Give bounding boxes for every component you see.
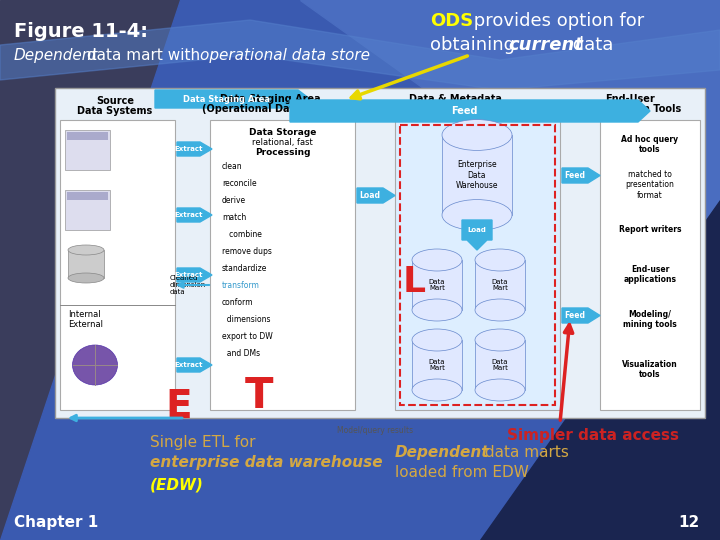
Polygon shape — [357, 188, 395, 203]
Text: Data Staging Area: Data Staging Area — [220, 94, 320, 104]
Text: operational data store: operational data store — [200, 48, 370, 63]
Bar — [55, 88, 705, 418]
Polygon shape — [177, 142, 212, 156]
Text: export to DW: export to DW — [222, 332, 273, 341]
Text: match: match — [222, 213, 246, 222]
Text: remove dups: remove dups — [222, 247, 272, 256]
Text: conform: conform — [222, 298, 253, 307]
Polygon shape — [462, 220, 492, 250]
Ellipse shape — [442, 119, 512, 151]
Text: matched to
presentation
format: matched to presentation format — [626, 170, 675, 200]
Text: Feed: Feed — [564, 311, 585, 320]
Text: provides option for: provides option for — [468, 12, 644, 30]
Text: Enterprise
Data
Warehouse: Enterprise Data Warehouse — [456, 160, 498, 190]
Text: Data
Mart: Data Mart — [492, 359, 508, 372]
Text: Source: Source — [96, 96, 134, 106]
Ellipse shape — [412, 379, 462, 401]
Text: dimensions: dimensions — [222, 315, 271, 324]
Text: data mart with: data mart with — [82, 48, 205, 63]
Text: ODS: ODS — [430, 12, 473, 30]
Ellipse shape — [475, 329, 525, 351]
Polygon shape — [290, 100, 650, 122]
Polygon shape — [0, 20, 720, 90]
Bar — [65, 190, 110, 230]
Text: loaded from EDW: loaded from EDW — [395, 465, 529, 480]
Text: combine: combine — [222, 230, 262, 239]
Text: Presentation Tools: Presentation Tools — [579, 104, 681, 114]
Ellipse shape — [412, 329, 462, 351]
Bar — [210, 120, 355, 410]
Text: and DMs: and DMs — [222, 349, 260, 358]
Ellipse shape — [68, 273, 104, 283]
Text: (Operational Data Store): (Operational Data Store) — [202, 104, 338, 114]
Polygon shape — [562, 168, 600, 183]
Polygon shape — [300, 0, 720, 300]
Text: Data Systems: Data Systems — [77, 106, 153, 116]
Text: Data
Mart: Data Mart — [428, 359, 445, 372]
Bar — [395, 120, 560, 410]
Text: Visualization
tools: Visualization tools — [622, 360, 678, 380]
Text: enterprise data warehouse: enterprise data warehouse — [150, 455, 382, 470]
Text: End-User: End-User — [605, 94, 655, 104]
Bar — [600, 120, 700, 410]
Text: Extract: Extract — [174, 272, 203, 278]
Text: Model/query results: Model/query results — [337, 426, 413, 435]
Bar — [412, 340, 462, 390]
Ellipse shape — [412, 249, 462, 271]
Bar — [68, 250, 104, 278]
Text: reconcile: reconcile — [222, 179, 256, 188]
Bar — [60, 120, 175, 410]
Text: relational, fast: relational, fast — [252, 138, 313, 147]
Bar — [67, 192, 108, 200]
Text: Cleaned
dimension
data: Cleaned dimension data — [170, 275, 206, 295]
Bar — [475, 340, 525, 390]
Bar — [67, 132, 108, 140]
Text: Ad hoc query
tools: Ad hoc query tools — [621, 135, 678, 154]
Text: Extract: Extract — [174, 362, 203, 368]
Bar — [412, 260, 462, 310]
Text: Chapter 1: Chapter 1 — [14, 515, 98, 530]
Ellipse shape — [412, 299, 462, 321]
Text: Single ETL for: Single ETL for — [150, 435, 256, 450]
Text: External: External — [68, 320, 103, 329]
Text: Simpler data access: Simpler data access — [507, 428, 679, 443]
Text: Report writers: Report writers — [618, 225, 681, 234]
Text: Extract: Extract — [174, 146, 203, 152]
Polygon shape — [155, 90, 310, 108]
Text: Data Storage: Data Storage — [249, 128, 316, 137]
Ellipse shape — [475, 249, 525, 271]
Text: derive: derive — [222, 196, 246, 205]
Bar — [65, 130, 110, 170]
Ellipse shape — [475, 379, 525, 401]
Bar — [400, 125, 555, 405]
Text: Load: Load — [359, 191, 380, 200]
Text: Figure 11-4:: Figure 11-4: — [14, 22, 148, 41]
Text: Internal: Internal — [68, 310, 101, 319]
Text: Storage Area: Storage Area — [419, 104, 491, 114]
Text: E: E — [165, 388, 192, 426]
Text: End-user
applications: End-user applications — [624, 265, 677, 285]
Text: Data
Mart: Data Mart — [428, 279, 445, 292]
Text: data marts: data marts — [480, 445, 569, 460]
Bar — [442, 135, 512, 215]
Polygon shape — [177, 268, 212, 282]
Text: Load: Load — [467, 227, 487, 233]
Ellipse shape — [68, 245, 104, 255]
Text: 12: 12 — [679, 515, 700, 530]
Text: T: T — [245, 375, 274, 417]
Polygon shape — [562, 308, 600, 323]
Polygon shape — [480, 200, 720, 540]
Text: current: current — [508, 36, 583, 54]
Text: clean: clean — [222, 162, 243, 171]
Text: Modeling/
mining tools: Modeling/ mining tools — [623, 310, 677, 329]
Text: transform: transform — [222, 281, 260, 290]
Text: data: data — [567, 36, 613, 54]
Text: Feed: Feed — [564, 171, 585, 180]
Text: (EDW): (EDW) — [150, 477, 204, 492]
Polygon shape — [177, 208, 212, 222]
Text: Data Staging Area: Data Staging Area — [183, 94, 270, 104]
Text: Data
Mart: Data Mart — [492, 279, 508, 292]
Ellipse shape — [73, 345, 117, 385]
Text: Data & Metadata: Data & Metadata — [408, 94, 501, 104]
